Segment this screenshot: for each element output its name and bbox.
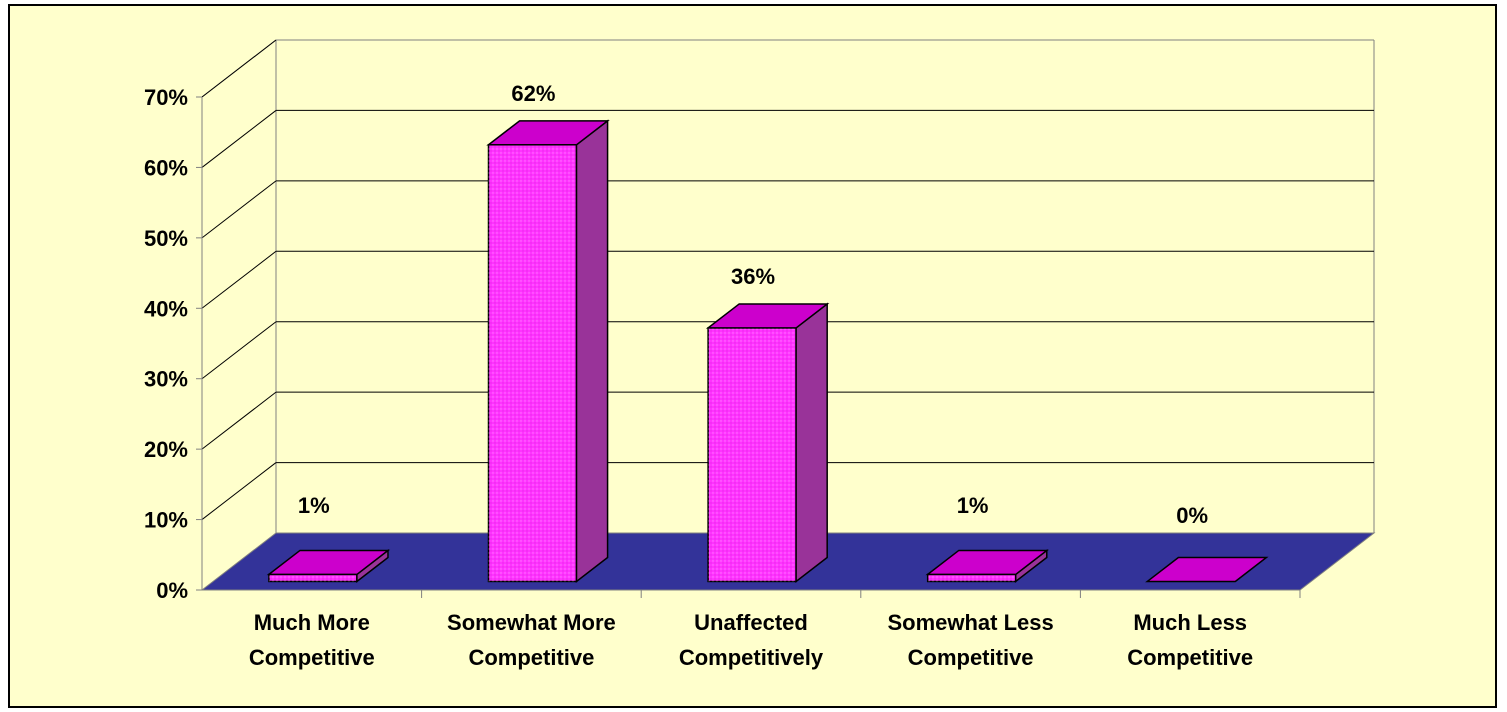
gridline-side	[201, 180, 277, 239]
bar	[705, 302, 830, 583]
bar	[925, 548, 1049, 583]
x-tick-label: Competitive	[908, 645, 1034, 670]
bar-front-texture	[708, 327, 797, 582]
bar-top	[705, 303, 830, 329]
data-label: 62%	[511, 81, 555, 106]
y-tick-label: 20%	[144, 437, 188, 462]
gridline-side	[201, 110, 277, 168]
x-tick-label: Somewhat Less	[887, 610, 1053, 635]
x-tick-label: Competitive	[468, 645, 594, 670]
x-tick-label: Competitively	[679, 645, 824, 670]
gridline-side	[201, 321, 277, 380]
bar-side	[795, 302, 828, 583]
x-tick-label: Much More	[254, 610, 370, 635]
data-label: 36%	[731, 264, 775, 289]
gridline-side	[201, 462, 277, 520]
bar	[1145, 556, 1269, 583]
bar	[486, 119, 610, 583]
bar-top	[925, 549, 1049, 576]
gridline-side	[201, 39, 277, 98]
data-label: 1%	[298, 493, 330, 518]
labels: 0% 10% 20% 30% 40% 50% 60% 70% Much More Competit…	[144, 81, 1253, 670]
axes	[196, 96, 1301, 598]
y-tick-label: 0%	[156, 578, 188, 603]
data-label: 0%	[1176, 503, 1208, 528]
x-tick-label: Somewhat More	[447, 610, 616, 635]
bar-top	[1145, 556, 1269, 583]
x-tick-label: Much Less	[1133, 610, 1247, 635]
data-label: 1%	[957, 493, 989, 518]
y-tick-label: 50%	[144, 226, 188, 251]
bar	[266, 548, 391, 583]
y-tick-label: 30%	[144, 367, 188, 392]
x-tick-label: Competitive	[1127, 645, 1253, 670]
x-tick-label: Unaffected	[694, 610, 808, 635]
bar-front-texture	[488, 144, 577, 582]
gridline-side	[201, 250, 277, 309]
bar-top	[486, 120, 610, 146]
bars	[266, 119, 1269, 583]
bar-front-texture	[268, 574, 357, 582]
y-tick-label: 10%	[144, 508, 188, 533]
bar-side	[575, 119, 609, 583]
y-tick-label: 40%	[144, 296, 188, 321]
gridline-side	[201, 391, 277, 450]
x-tick-label: Competitive	[249, 645, 375, 670]
y-tick-label: 60%	[144, 155, 188, 180]
y-tick-label: 70%	[144, 85, 188, 110]
bar-front-texture	[927, 574, 1016, 582]
bar-top	[266, 549, 391, 576]
